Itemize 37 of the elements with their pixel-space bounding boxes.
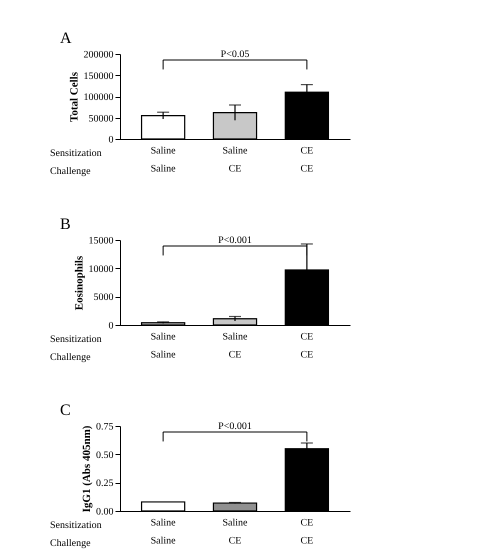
x-tick-label: Saline CE	[222, 332, 248, 360]
chart-title: C	[60, 402, 71, 419]
x-tick-label: Saline Saline	[150, 332, 176, 360]
y-tick-label: 0.50	[96, 450, 114, 461]
y-tick-label: 0	[108, 134, 114, 146]
x-tick-label: Saline Saline	[150, 518, 176, 546]
text: Sensitization	[50, 520, 102, 531]
text: Challenge	[50, 538, 92, 549]
y-tick-label: 100000	[84, 92, 114, 103]
y-tick-label: 150000	[84, 70, 114, 82]
y-tick-label: 200000	[84, 50, 114, 60]
text: Challenge	[50, 352, 92, 363]
y-tick-label: 0.00	[96, 506, 114, 518]
chart-title: A	[60, 30, 72, 47]
y-tick-label: 0	[108, 320, 114, 332]
chart-title: B	[60, 216, 71, 233]
x-tick-label: Saline CE	[222, 146, 248, 174]
x-tick-label: Saline CE	[222, 518, 248, 546]
annotation: P<0.001	[218, 420, 252, 432]
y-axis-title: Eosinophils	[74, 255, 86, 310]
annotation: P<0.001	[218, 234, 252, 246]
x-tick-label: CE CE	[300, 146, 314, 174]
y-tick-label: 10000	[88, 264, 114, 275]
text: Sensitization	[50, 334, 102, 345]
x-tick-label: CE CE	[300, 518, 314, 546]
y-axis-title: Total Cells	[68, 71, 80, 122]
x-tick-label: CE CE	[300, 332, 314, 360]
y-tick-label: 5000	[94, 292, 114, 304]
y-tick-label: 0.75	[96, 422, 114, 432]
text: Challenge	[50, 166, 92, 177]
y-tick-label: 15000	[88, 236, 114, 246]
annotation: P<0.05	[220, 48, 250, 60]
y-axis-title: IgG1 (Abs 405nm)	[81, 425, 93, 512]
x-tick-label: Saline Saline	[150, 146, 176, 174]
text: Sensitization	[50, 148, 102, 159]
y-tick-label: 0.25	[96, 478, 114, 490]
y-tick-label: 50000	[88, 113, 114, 124]
